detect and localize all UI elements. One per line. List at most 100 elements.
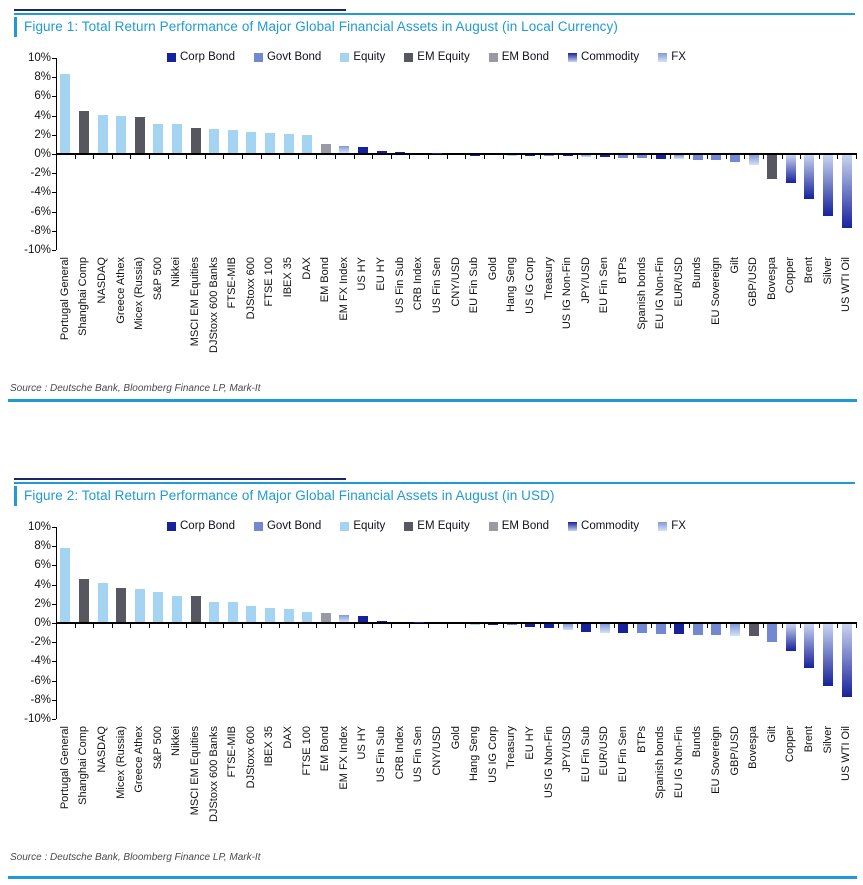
y-axis-label: 2% xyxy=(34,128,51,141)
legend-label: Govt Bond xyxy=(266,520,322,532)
y-axis-tick xyxy=(52,680,56,682)
x-axis-tick xyxy=(316,624,318,628)
x-label-crb-index: CRB Index xyxy=(393,726,406,780)
bar-us-fin-sub xyxy=(395,152,406,153)
x-label-gilt: Gilt xyxy=(765,726,778,743)
legend-swatch-em-equity xyxy=(404,52,414,62)
legend-label: FX xyxy=(671,51,686,63)
bar-djstoxx-600-banks xyxy=(209,129,220,153)
zero-axis-line xyxy=(55,622,857,624)
legend-swatch-govt-bond xyxy=(253,52,263,62)
bar-eu-hy xyxy=(376,151,387,153)
x-axis-tick xyxy=(223,624,225,628)
x-axis-tick xyxy=(483,155,485,159)
x-axis-tick xyxy=(614,155,616,159)
x-axis-tick xyxy=(390,155,392,159)
x-axis-tick xyxy=(669,155,671,159)
bar-djstoxx-600 xyxy=(246,131,257,153)
x-axis-tick xyxy=(446,155,448,159)
x-axis-tick xyxy=(279,624,281,628)
bar-gilt xyxy=(767,624,778,643)
x-label-msci-em-equities: MSCI EM Equities xyxy=(189,726,202,816)
bar-nikkei xyxy=(171,596,182,622)
y-axis-tick xyxy=(52,58,56,59)
x-axis-tick xyxy=(93,624,95,628)
bar-us-wti-oil xyxy=(841,155,852,228)
y-axis-tick xyxy=(52,603,56,605)
legend-swatch-em-bond xyxy=(488,52,498,62)
x-axis-tick xyxy=(372,624,374,628)
legend-swatch-corp-bond xyxy=(167,521,176,531)
x-axis-tick xyxy=(800,624,802,628)
y-axis-tick xyxy=(52,230,56,232)
x-axis-tick xyxy=(837,155,839,159)
x-label-jpy-usd: JPY/USD xyxy=(579,257,592,304)
x-label-jpy-usd: JPY/USD xyxy=(561,726,574,773)
legend-label: EM Equity xyxy=(417,51,470,63)
legend-label: Commodity xyxy=(581,51,640,63)
bar-treasury xyxy=(506,624,517,626)
figure-2-bottom-blue-rule xyxy=(8,876,857,879)
legend-label: Equity xyxy=(353,51,386,63)
legend-label: EM Equity xyxy=(417,520,470,532)
x-axis-tick xyxy=(353,155,355,159)
x-label-s-p-500: S&P 500 xyxy=(151,257,164,301)
bar-djstoxx-600 xyxy=(246,605,257,622)
bar-us-ig-non-fin xyxy=(562,155,573,157)
legend-label: Equity xyxy=(353,520,386,532)
bar-dax xyxy=(283,608,294,622)
bar-us-ig-corp xyxy=(525,155,536,156)
y-axis-label: 10% xyxy=(27,52,51,64)
figure-2-title: Figure 2: Total Return Performance of Ma… xyxy=(14,486,555,506)
x-label-eur-usd: EUR/USD xyxy=(672,257,685,307)
x-label-btps: BTPs xyxy=(635,726,648,753)
bar-djstoxx-600-banks xyxy=(209,601,220,622)
y-axis-label: -4% xyxy=(30,655,51,668)
bar-eu-ig-non-fin xyxy=(674,624,685,635)
bar-jpy-usd xyxy=(581,155,592,157)
legend-swatch-commodity xyxy=(568,521,578,531)
bar-dax xyxy=(302,134,313,153)
x-axis-tick xyxy=(390,624,392,628)
x-axis-tick xyxy=(297,624,299,628)
x-label-us-ig-corp: US IG Corp xyxy=(523,257,536,314)
x-axis-tick xyxy=(167,155,169,159)
x-axis-tick xyxy=(744,155,746,159)
x-axis-tick xyxy=(372,155,374,159)
x-axis-tick xyxy=(353,624,355,628)
bar-btps xyxy=(618,155,629,158)
x-label-gilt: Gilt xyxy=(728,257,741,274)
bar-brent xyxy=(804,624,815,669)
legend-item-corp-bond: Corp Bond xyxy=(167,51,235,63)
bar-copper xyxy=(785,155,796,183)
x-label-ftse-100: FTSE 100 xyxy=(263,257,276,307)
x-axis-tick xyxy=(558,624,560,628)
bar-us-wti-oil xyxy=(841,624,852,697)
legend-swatch-equity xyxy=(340,52,350,62)
x-label-eu-fin-sub: EU Fin Sub xyxy=(468,257,481,314)
y-axis-label: -8% xyxy=(30,693,51,706)
bar-eu-fin-sen xyxy=(599,155,610,158)
x-label-gold: Gold xyxy=(486,257,499,281)
y-axis-tick xyxy=(52,584,56,586)
legend-label: Commodity xyxy=(581,520,640,532)
x-axis-tick xyxy=(260,624,262,628)
figure-1-chart: Corp Bond Govt Bond Equity EM Equity EM Bond… xyxy=(0,0,863,403)
x-axis-tick xyxy=(204,624,206,628)
bar-msci-em-equities xyxy=(190,128,201,153)
x-axis-tick xyxy=(781,624,783,628)
x-label-eu-fin-sub: EU Fin Sub xyxy=(579,726,592,783)
x-axis-tick xyxy=(316,155,318,159)
x-label-treasury: Treasury xyxy=(505,726,518,769)
x-label-msci-em-equities: MSCI EM Equities xyxy=(189,257,202,347)
x-label-btps: BTPs xyxy=(616,257,629,284)
x-axis-tick xyxy=(576,155,578,159)
x-axis-tick xyxy=(502,624,504,628)
bar-ftse-100 xyxy=(302,612,313,622)
x-label-gold: Gold xyxy=(449,726,462,750)
x-label-bovespa: Bovespa xyxy=(765,257,778,300)
x-axis-tick xyxy=(576,624,578,628)
bar-micex-russia xyxy=(134,116,145,153)
x-axis-tick xyxy=(762,155,764,159)
x-label-brent: Brent xyxy=(802,726,815,753)
